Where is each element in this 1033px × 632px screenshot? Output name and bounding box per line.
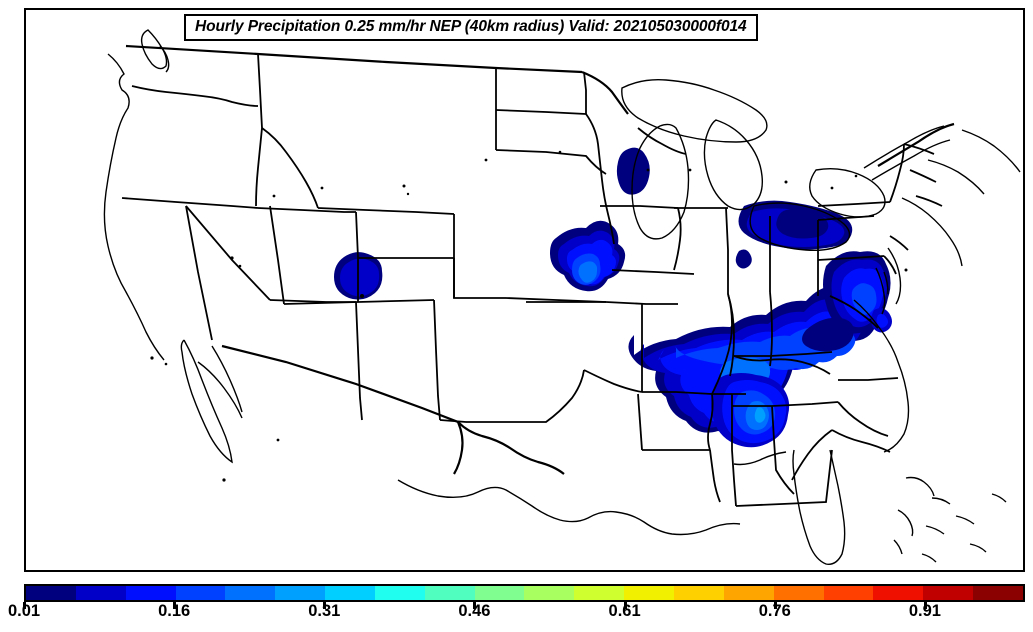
colorbar-swatch-6 [325, 586, 375, 600]
coastlines [103, 29, 1021, 565]
colorbar-swatch-5 [275, 586, 326, 600]
colorbar-swatch-16 [823, 586, 874, 600]
colorbar-tick-3 [473, 602, 477, 609]
colorbar-labels: 0.01 0.16 0.31 0.46 0.61 0.76 0.91 [0, 602, 1033, 628]
colorbar-swatches [24, 584, 1025, 602]
precipitation-field [334, 147, 892, 448]
colorbar-swatch-10 [524, 586, 575, 600]
colorbar-tick-2 [323, 602, 327, 609]
colorbar-tick-0 [23, 602, 26, 609]
colorbar-tick-6 [923, 602, 927, 609]
colorbar-swatch-13 [673, 586, 724, 600]
colorbar-swatch-1 [75, 586, 126, 600]
colorbar-swatch-17 [873, 586, 924, 600]
conus-map [103, 29, 1021, 565]
map-title-box: Hourly Precipitation 0.25 mm/hr NEP (40k… [184, 14, 758, 42]
national-borders [125, 44, 955, 475]
colorbar-swatch-2 [125, 586, 176, 600]
colorbar-swatch-18 [923, 586, 974, 600]
colorbar-tick-label-5: 0.76 [758, 602, 791, 620]
feature-lake-erie-band [738, 200, 853, 250]
map-title-text: Hourly Precipitation 0.25 mm/hr NEP (40k… [195, 18, 747, 35]
map-detail-marks [150, 150, 908, 482]
colorbar-swatch-7 [374, 586, 425, 600]
colorbar-tick-label-3: 0.46 [458, 602, 491, 620]
colorbar-swatch-14 [723, 586, 774, 600]
colorbar-tick-4 [623, 602, 627, 609]
colorbar [23, 584, 1025, 609]
colorbar-tick-label-0: 0.01 [7, 602, 41, 620]
colorbar-tick-label-2: 0.31 [308, 602, 341, 620]
colorbar-swatch-15 [773, 586, 824, 600]
colorbar-tick-5 [773, 602, 777, 609]
colorbar-ticks [23, 602, 1025, 609]
state-boundaries [121, 53, 943, 507]
colorbar-tick-label-1: 0.16 [158, 602, 191, 620]
colorbar-swatch-9 [474, 586, 525, 600]
colorbar-tick-label-6: 0.91 [908, 602, 941, 620]
map-panel [24, 8, 1025, 572]
feature-connector [802, 317, 854, 352]
colorbar-swatch-19 [973, 586, 1023, 600]
colorbar-swatch-12 [624, 586, 674, 600]
feature-nebraska-kansas-core [550, 220, 626, 292]
colorbar-tick-label-4: 0.61 [608, 602, 641, 620]
colorbar-swatch-3 [175, 586, 226, 600]
colorbar-tick-1 [173, 602, 177, 609]
feature-missouri-dot [735, 249, 752, 269]
colorbar-swatch-4 [225, 586, 276, 600]
colorbar-swatch-11 [574, 586, 625, 600]
colorbar-swatch-8 [424, 586, 475, 600]
colorbar-swatch-0 [26, 586, 76, 600]
